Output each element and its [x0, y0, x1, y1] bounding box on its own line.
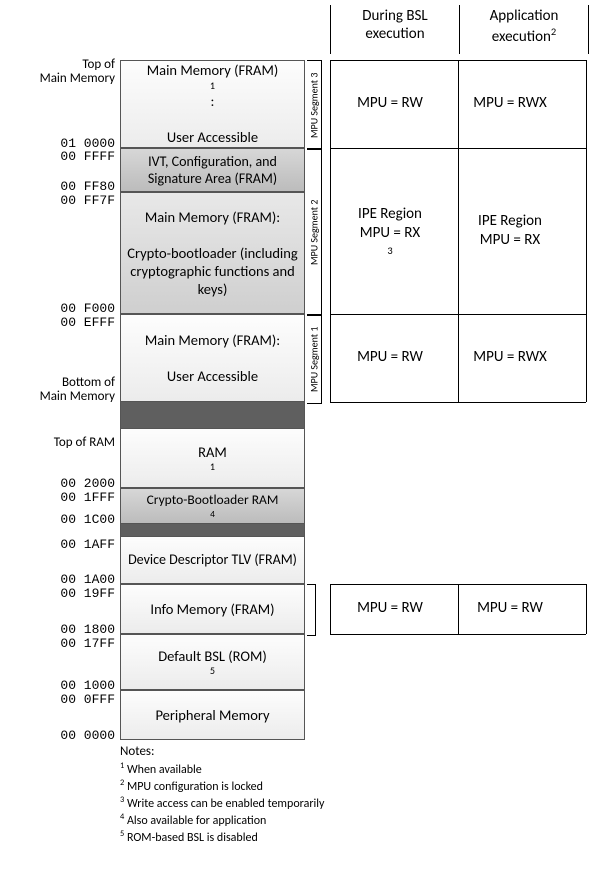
addr: 00 FF7F [60, 193, 115, 208]
block-tlv: Device Descriptor TLV (FRAM) [120, 536, 305, 584]
block-crypto-ram: Crypto-Bootloader RAM4 [120, 488, 305, 524]
column-headers: During BSL execution Application executi… [330, 5, 589, 54]
mpu-seg2-app: IPE RegionMPU = RX [450, 148, 570, 314]
addr: 00 1800 [60, 622, 115, 637]
addr: 00 1000 [60, 678, 115, 693]
block-ivt: IVT, Configuration, and Signature Area (… [120, 148, 305, 192]
memory-blocks: Main Memory (FRAM)1:User Accessible IVT,… [120, 60, 305, 740]
addr: 00 19FF [60, 586, 115, 601]
addr: 00 17FF [60, 636, 115, 651]
hr [330, 402, 586, 403]
info-bracket [307, 584, 316, 636]
addr: 00 2000 [60, 476, 115, 491]
hr [330, 634, 586, 635]
mpu-segment-2-label: MPU Segment 2 [307, 148, 322, 316]
note-4: 4 Also available for application [120, 812, 324, 829]
block-info: Info Memory (FRAM) [120, 584, 305, 634]
block-periph: Peripheral Memory [120, 690, 305, 740]
label-bottom-main: Bottom of Main Memory [40, 376, 115, 405]
header-app: Application execution2 [459, 5, 589, 54]
block-main-bot: Main Memory (FRAM):User Accessible [120, 314, 305, 402]
mpu-seg3-app: MPU = RWX [450, 60, 570, 148]
addr: 00 1A00 [60, 572, 115, 587]
gap-block [120, 402, 305, 428]
mpu-segment-3-label: MPU Segment 3 [307, 60, 322, 150]
addr: 00 1AFF [60, 537, 115, 552]
gap-block [120, 524, 305, 536]
label-top-ram: Top of RAM [54, 435, 115, 450]
vr [586, 60, 587, 402]
mpu-seg2-bsl: IPE RegionMPU = RX3 [330, 148, 450, 314]
mpu-seg1-bsl: MPU = RW [330, 314, 450, 402]
vr [586, 584, 587, 634]
notes-section: Notes: 1 When available 2 MPU configurat… [120, 743, 324, 846]
header-bsl: During BSL execution [330, 5, 459, 54]
label-top-main: Top of Main Memory [40, 58, 115, 87]
addr: 00 0000 [60, 728, 115, 743]
note-1: 1 When available [120, 761, 324, 778]
addr: 00 F000 [60, 301, 115, 316]
note-3: 3 Write access can be enabled temporaril… [120, 795, 324, 812]
mpu-seg3-bsl: MPU = RW [330, 60, 450, 148]
block-crypto: Main Memory (FRAM):Crypto-bootloader (in… [120, 192, 305, 314]
mpu-info-bsl: MPU = RW [330, 584, 450, 634]
block-main-top: Main Memory (FRAM)1:User Accessible [120, 60, 305, 148]
block-bsl: Default BSL (ROM)5 [120, 634, 305, 690]
addr: 00 FFFF [60, 149, 115, 164]
mpu-info-app: MPU = RW [450, 584, 570, 634]
addr: 00 1C00 [60, 512, 115, 527]
note-5: 5 ROM-based BSL is disabled [120, 829, 324, 846]
note-2: 2 MPU configuration is locked [120, 778, 324, 795]
block-ram: RAM1 [120, 428, 305, 488]
addr: 00 1FFF [60, 490, 115, 505]
mpu-segment-1-label: MPU Segment 1 [307, 314, 322, 404]
mpu-seg1-app: MPU = RWX [450, 314, 570, 402]
addr: 00 FF80 [60, 179, 115, 194]
addr: 00 0FFF [60, 692, 115, 707]
addr: 00 EFFF [60, 315, 115, 330]
notes-title: Notes: [120, 743, 324, 761]
